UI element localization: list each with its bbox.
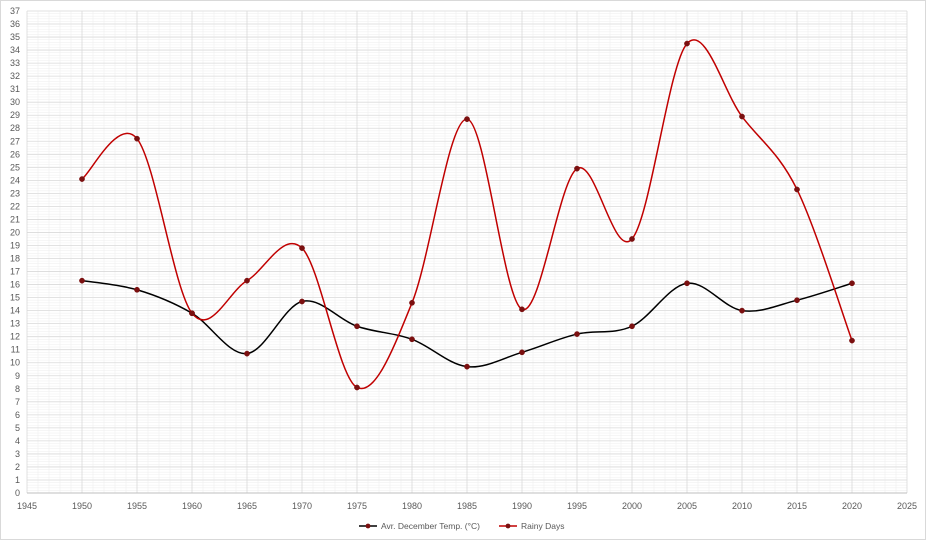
- data-point-rainy-days[interactable]: [409, 299, 415, 306]
- data-point-avr-december-temp-c[interactable]: [574, 331, 580, 337]
- data-point-rainy-days[interactable]: [464, 116, 470, 122]
- y-tick-label: 19: [10, 240, 20, 250]
- major-gridlines: [26, 10, 908, 494]
- y-tick-label: 30: [10, 97, 20, 107]
- x-tick-label: 2015: [787, 501, 807, 511]
- y-tick-label: 33: [10, 58, 20, 68]
- x-tick-label: 1970: [292, 501, 312, 511]
- x-tick-label: 1975: [347, 501, 367, 511]
- y-tick-label: 25: [10, 162, 20, 172]
- y-tick-label: 13: [10, 319, 20, 329]
- y-tick-label: 26: [10, 149, 20, 159]
- data-point-avr-december-temp-c[interactable]: [409, 336, 415, 343]
- x-tick-label: 1980: [402, 501, 422, 511]
- y-tick-label: 10: [10, 358, 20, 368]
- y-tick-label: 31: [10, 84, 20, 94]
- data-point-avr-december-temp-c[interactable]: [519, 349, 525, 356]
- data-point-avr-december-temp-c[interactable]: [629, 323, 635, 330]
- legend-label-avr-december-temp-c: Avr. December Temp. (°C): [381, 521, 480, 531]
- y-tick-label: 36: [10, 19, 20, 29]
- x-tick-label: 1985: [457, 501, 477, 511]
- x-tick-label: 1955: [127, 501, 147, 511]
- data-point-rainy-days[interactable]: [794, 186, 800, 193]
- data-point-avr-december-temp-c[interactable]: [244, 350, 250, 357]
- data-point-avr-december-temp-c[interactable]: [739, 307, 745, 314]
- x-tick-label: 2010: [732, 501, 752, 511]
- data-point-rainy-days[interactable]: [299, 245, 305, 251]
- data-point-avr-december-temp-c[interactable]: [464, 363, 470, 370]
- y-tick-label: 27: [10, 136, 20, 146]
- data-point-avr-december-temp-c[interactable]: [299, 298, 305, 305]
- y-tick-label: 2: [15, 462, 20, 472]
- series-layer: [79, 39, 855, 391]
- x-tick-label: 1995: [567, 501, 587, 511]
- legend: Avr. December Temp. (°C) Rainy Days: [359, 521, 564, 531]
- y-tick-label: 18: [10, 254, 20, 264]
- y-tick-label: 7: [15, 397, 20, 407]
- y-tick-label: 24: [10, 175, 20, 185]
- data-point-avr-december-temp-c[interactable]: [849, 280, 855, 287]
- data-point-rainy-days[interactable]: [629, 236, 635, 242]
- data-point-rainy-days[interactable]: [519, 306, 525, 313]
- x-axis: 1945 1950 1955 1960 1965 1970 1975 1980 1985 1990…: [17, 492, 917, 511]
- y-tick-label: 0: [15, 488, 20, 498]
- y-tick-label: 20: [10, 227, 20, 237]
- y-tick-label: 9: [15, 371, 20, 381]
- y-tick-label: 3: [15, 449, 20, 459]
- data-point-rainy-days[interactable]: [684, 40, 690, 47]
- y-tick-label: 21: [10, 214, 20, 224]
- y-tick-label: 4: [15, 436, 20, 446]
- data-point-rainy-days[interactable]: [574, 165, 580, 172]
- x-tick-label: 2020: [842, 501, 862, 511]
- y-tick-label: 37: [10, 6, 20, 16]
- y-tick-label: 22: [10, 201, 20, 211]
- data-point-rainy-days[interactable]: [244, 277, 250, 284]
- y-tick-label: 6: [15, 410, 20, 420]
- data-point-rainy-days[interactable]: [79, 176, 85, 182]
- data-point-avr-december-temp-c[interactable]: [684, 280, 690, 287]
- x-tick-label: 1990: [512, 501, 532, 511]
- y-tick-label: 23: [10, 188, 20, 198]
- y-tick-label: 16: [10, 280, 20, 290]
- y-tick-label: 34: [10, 45, 20, 55]
- data-point-rainy-days[interactable]: [354, 384, 360, 391]
- data-point-avr-december-temp-c[interactable]: [794, 297, 800, 304]
- y-tick-label: 12: [10, 332, 20, 342]
- y-tick-label: 28: [10, 123, 20, 133]
- series-line-avr-december-temp-c: [81, 279, 853, 368]
- y-axis: 0123456789101112131415161718192021222324…: [10, 6, 20, 498]
- legend-marker-rainy-days: [505, 523, 511, 529]
- data-point-rainy-days[interactable]: [189, 310, 195, 317]
- x-tick-label: 2000: [622, 501, 642, 511]
- y-tick-label: 14: [10, 306, 20, 316]
- legend-marker-avr-december-temp-c: [365, 523, 371, 529]
- y-tick-label: 11: [11, 345, 20, 355]
- legend-label-rainy-days: Rainy Days: [521, 521, 564, 531]
- y-tick-label: 5: [15, 423, 20, 433]
- y-tick-label: 35: [10, 32, 20, 42]
- x-tick-label: 2005: [677, 501, 697, 511]
- x-tick-label: 1945: [17, 501, 37, 511]
- x-tick-label: 1950: [72, 501, 92, 511]
- x-tick-label: 1960: [182, 501, 202, 511]
- data-point-rainy-days[interactable]: [134, 135, 140, 142]
- y-tick-label: 15: [10, 293, 20, 303]
- x-tick-label: 1965: [237, 501, 257, 511]
- data-point-avr-december-temp-c[interactable]: [134, 286, 140, 293]
- y-tick-label: 17: [10, 267, 20, 277]
- data-point-avr-december-temp-c[interactable]: [79, 277, 85, 284]
- y-tick-label: 32: [10, 71, 20, 81]
- series-line-rainy-days: [81, 39, 853, 390]
- x-tick-label: 2025: [897, 501, 917, 511]
- y-tick-label: 8: [15, 384, 20, 394]
- data-point-rainy-days[interactable]: [849, 337, 855, 344]
- y-tick-label: 29: [10, 110, 20, 120]
- data-point-avr-december-temp-c[interactable]: [354, 323, 360, 330]
- data-point-rainy-days[interactable]: [739, 113, 745, 120]
- y-tick-label: 1: [15, 475, 20, 485]
